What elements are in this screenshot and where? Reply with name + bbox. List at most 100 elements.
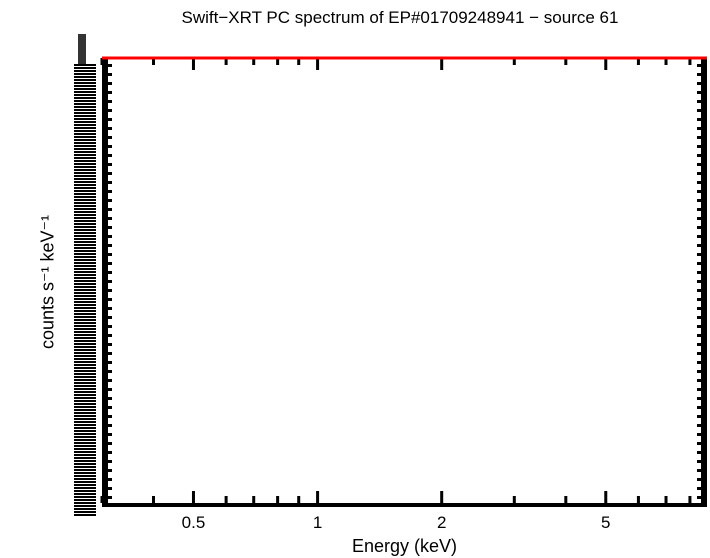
y-tick [108, 469, 112, 472]
y-tick-label-block [74, 385, 96, 387]
y-tick [697, 325, 701, 328]
x-tick [564, 496, 568, 503]
y-tick [108, 118, 112, 121]
y-tick-label-block [74, 205, 96, 207]
y-tick [108, 91, 112, 94]
y-tick [697, 487, 701, 490]
y-tick-label-block [74, 130, 96, 132]
y-tick-label-block [74, 358, 96, 360]
y-tick-label-block [74, 373, 96, 375]
y-tick-label-block [74, 415, 96, 417]
y-tick-label-block [74, 244, 96, 246]
y-tick [697, 370, 701, 373]
y-tick [697, 64, 701, 67]
y-tick-label-block [74, 181, 96, 183]
y-tick [697, 154, 701, 157]
y-tick-label-block [74, 379, 96, 381]
y-tick-label-block [74, 436, 96, 438]
y-tick-label-block [74, 163, 96, 165]
y-tick [108, 433, 112, 436]
y-tick-label-block [74, 490, 96, 492]
y-tick-label-block [74, 466, 96, 468]
y-tick-label-block [74, 250, 96, 252]
y-tick [697, 109, 701, 112]
y-tick-label-block [74, 334, 96, 336]
y-tick-label-block [74, 202, 96, 204]
y-tick [108, 307, 112, 310]
y-tick [108, 388, 112, 391]
y-tick-label-block [74, 88, 96, 90]
y-tick [697, 424, 701, 427]
y-tick-label-block [74, 487, 96, 489]
y-tick [108, 208, 112, 211]
y-tick [697, 307, 701, 310]
y-tick [108, 199, 112, 202]
y-tick [697, 208, 701, 211]
y-tick-label-block [74, 514, 96, 516]
y-tick [108, 280, 112, 283]
y-tick [108, 397, 112, 400]
y-tick-label-block [74, 196, 96, 198]
y-tick [697, 190, 701, 193]
y-tick-label-block [74, 511, 96, 513]
y-tick-label-block [74, 484, 96, 486]
y-tick-label-block [74, 223, 96, 225]
x-tick-top [440, 58, 444, 70]
y-tick [697, 199, 701, 202]
y-tick-label-block [74, 208, 96, 210]
y-tick-label-block [74, 238, 96, 240]
y-tick-label-block [74, 331, 96, 333]
y-tick-label-block [74, 328, 96, 330]
y-tick-label-block [74, 310, 96, 312]
y-tick-label-block [74, 175, 96, 177]
x-tick-top [252, 58, 256, 65]
y-tick [697, 451, 701, 454]
x-tick-top [297, 58, 301, 65]
y-tick-label-block [74, 229, 96, 231]
y-tick-label-block [74, 313, 96, 315]
y-tick [108, 82, 112, 85]
y-tick [108, 226, 112, 229]
y-tick [697, 82, 701, 85]
y-tick [108, 316, 112, 319]
y-tick-label-block [74, 190, 96, 192]
y-tick [697, 91, 701, 94]
x-tick [664, 496, 668, 503]
y-tick-label-block [74, 106, 96, 108]
y-tick-label-block [74, 478, 96, 480]
right-axis [701, 58, 707, 506]
y-tick [108, 73, 112, 76]
y-tick [697, 235, 701, 238]
y-tick [108, 478, 112, 481]
y-tick [697, 433, 701, 436]
x-tick-label: 5 [601, 513, 610, 532]
y-tick-label-block [74, 193, 96, 195]
y-tick-label-block [74, 142, 96, 144]
y-tick-label-block [74, 346, 96, 348]
y-tick-label-block [74, 481, 96, 483]
y-tick [108, 496, 112, 499]
y-tick-label-block [74, 307, 96, 309]
y-tick [108, 253, 112, 256]
y-tick [108, 163, 112, 166]
y-tick-label-block [74, 301, 96, 303]
x-tick [512, 496, 516, 503]
y-tick [697, 289, 701, 292]
x-tick-top [191, 58, 195, 70]
y-tick-label-block [74, 139, 96, 141]
y-tick-label-block [74, 226, 96, 228]
y-tick-label-block [74, 394, 96, 396]
y-tick-label-block [74, 424, 96, 426]
y-tick [697, 172, 701, 175]
y-tick-label-block [74, 214, 96, 216]
y-tick-label-block [74, 493, 96, 495]
y-tick-label-block [74, 148, 96, 150]
y-tick [108, 289, 112, 292]
y-tick-label-block [74, 412, 96, 414]
y-tick [697, 244, 701, 247]
y-tick-label-block [74, 502, 96, 504]
y-tick [108, 145, 112, 148]
y-tick-label-block [74, 295, 96, 297]
y-tick-label-block [74, 232, 96, 234]
y-tick [108, 298, 112, 301]
